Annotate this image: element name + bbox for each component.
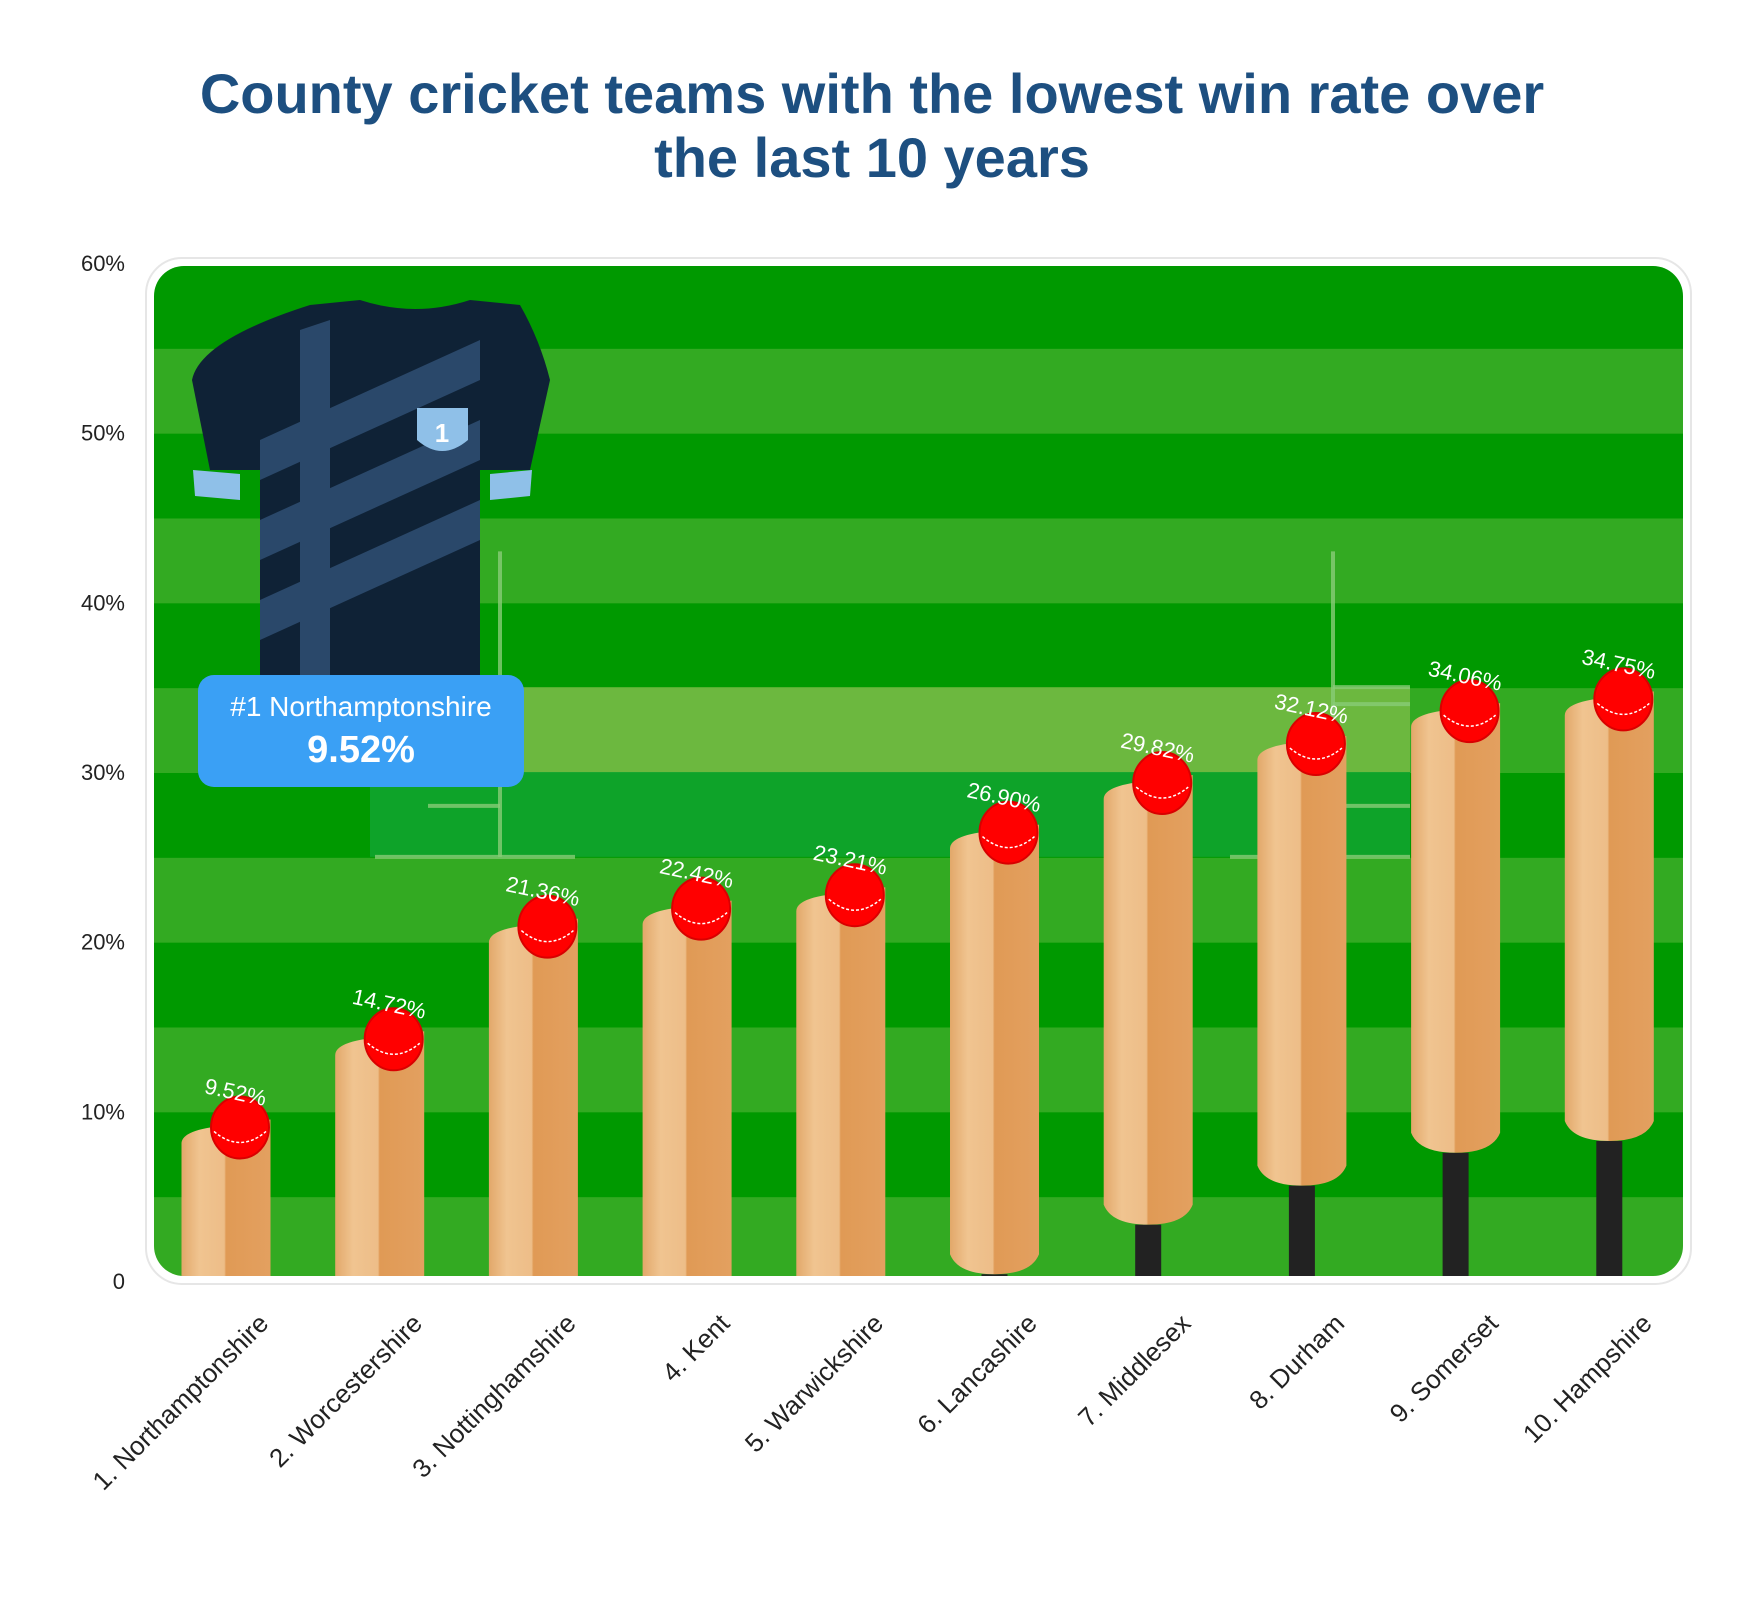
pitch-strip <box>370 687 1410 772</box>
ball-seam <box>367 1042 421 1055</box>
pitch-strip <box>370 772 1410 857</box>
bat-bar <box>642 876 732 1276</box>
x-tick-label: 7. Middlesex <box>1072 1308 1196 1432</box>
bat-bar <box>1411 679 1501 1276</box>
x-tick-label: 1. Northamptonshire <box>86 1308 274 1496</box>
bat-blade <box>796 887 886 1276</box>
ball-seam <box>1289 747 1343 760</box>
ball-seam <box>674 912 728 925</box>
x-tick-label: 3. Nottinghamshire <box>406 1308 582 1484</box>
bat-blade <box>1257 736 1347 1186</box>
bat-bar <box>335 1007 425 1276</box>
bat-blade <box>1103 775 1193 1225</box>
cricket-ball <box>1285 712 1346 777</box>
ball-seam <box>520 930 574 943</box>
cricket-ball <box>671 876 732 941</box>
y-tick-label: 20% <box>81 930 125 955</box>
x-tick-label: 5. Warwickshire <box>739 1308 889 1458</box>
cricket-ball <box>517 894 578 959</box>
bat-handle <box>1135 1224 1162 1276</box>
bat-handle <box>1442 1152 1469 1276</box>
x-tick-label: 4. Kent <box>656 1307 736 1387</box>
y-tick-label: 30% <box>81 760 125 785</box>
y-tick-label: 40% <box>81 590 125 615</box>
bat-blade <box>1411 703 1501 1153</box>
x-tick-label: 2. Worcestershire <box>263 1308 428 1473</box>
y-tick-label: 0 <box>113 1269 125 1294</box>
y-tick-label: 60% <box>81 251 125 276</box>
y-tick-label: 10% <box>81 1099 125 1124</box>
y-axis: 0 10% 20% 30% 40% 50% 60% <box>81 251 125 1294</box>
ball-seam <box>1135 786 1189 799</box>
cricket-ball <box>363 1007 424 1072</box>
x-tick-label: 8. Durham <box>1243 1308 1350 1415</box>
bat-bar <box>181 1095 271 1276</box>
cricket-ball <box>210 1095 270 1160</box>
chart-title: County cricket teams with the lowest win… <box>0 62 1744 190</box>
cricket-ball <box>1439 679 1500 744</box>
x-tick-label: 10. Hampshire <box>1517 1308 1658 1449</box>
jersey-number: 1 <box>435 418 449 448</box>
jersey-icon: 1 <box>192 300 550 680</box>
bars <box>181 667 1654 1276</box>
tooltip: #1 Northamptonshire 9.52% <box>198 675 524 787</box>
ball-seam <box>982 836 1035 849</box>
bat-handle <box>1596 1141 1623 1276</box>
ball-seam <box>828 898 882 911</box>
bat-bar <box>488 894 578 1276</box>
bat-bar <box>950 800 1039 1276</box>
pitch-markings <box>370 551 1410 859</box>
tooltip-team: #1 Northamptonshire <box>230 691 492 722</box>
title-line-1: County cricket teams with the lowest win… <box>199 62 1545 125</box>
bat-blade <box>488 918 578 1276</box>
y-tick-label: 50% <box>81 421 125 446</box>
bat-blade <box>1564 691 1654 1142</box>
x-tick-label: 6. Lancashire <box>911 1308 1043 1440</box>
cricket-ball <box>824 863 885 928</box>
bat-bar <box>1103 751 1193 1276</box>
x-tick-label: 9. Somerset <box>1384 1307 1505 1428</box>
ball-seam <box>1596 702 1650 716</box>
cricket-ball <box>978 800 1039 865</box>
cricket-ball <box>1593 667 1654 732</box>
bat-bar <box>1257 712 1347 1276</box>
bat-handle <box>1288 1185 1315 1276</box>
bat-blade <box>335 1031 425 1276</box>
bat-blade <box>950 824 1039 1275</box>
cricket-ball <box>1132 751 1193 816</box>
title-line-2: the last 10 years <box>654 126 1090 189</box>
bat-bar <box>796 863 886 1276</box>
ball-seam <box>213 1130 267 1144</box>
bat-bar <box>1564 667 1654 1276</box>
ball-seam <box>1443 714 1497 727</box>
bat-blade <box>642 900 732 1276</box>
bat-handle <box>981 1274 1008 1276</box>
tooltip-value: 9.52% <box>307 729 415 771</box>
bat-blade <box>181 1119 271 1276</box>
